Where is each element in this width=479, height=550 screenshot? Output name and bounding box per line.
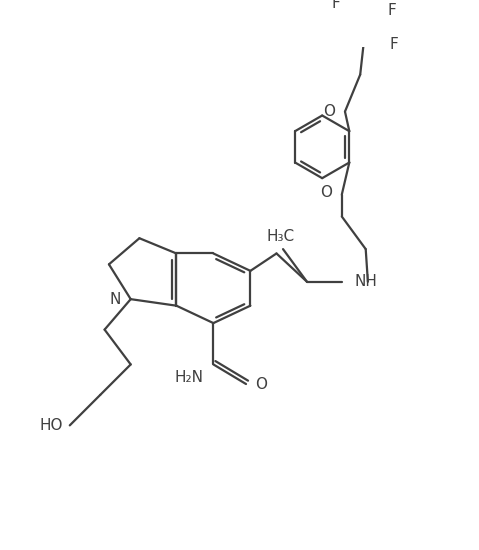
Text: F: F bbox=[389, 37, 398, 52]
Text: H₃C: H₃C bbox=[267, 229, 295, 244]
Text: O: O bbox=[256, 377, 268, 392]
Text: F: F bbox=[331, 0, 340, 11]
Text: HO: HO bbox=[40, 418, 63, 433]
Text: N: N bbox=[110, 292, 121, 307]
Text: F: F bbox=[388, 3, 396, 18]
Text: O: O bbox=[320, 185, 332, 200]
Text: NH: NH bbox=[355, 274, 378, 289]
Text: H₂N: H₂N bbox=[175, 370, 204, 385]
Text: O: O bbox=[323, 104, 335, 119]
